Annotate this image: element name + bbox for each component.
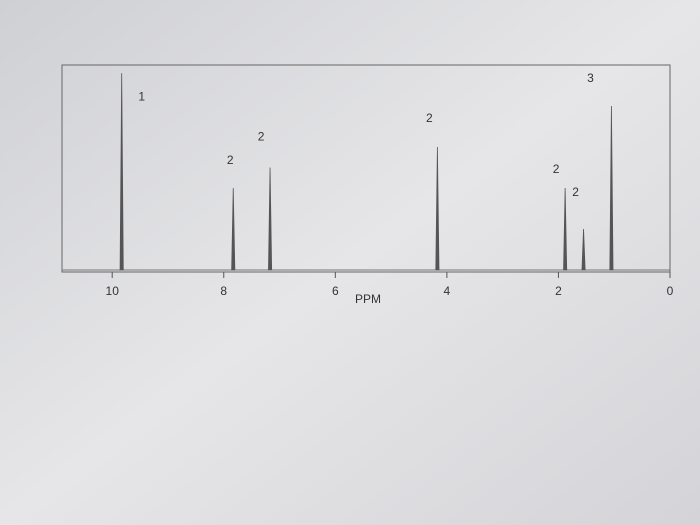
x-tick-label: 0 — [667, 284, 674, 298]
peak — [435, 146, 440, 271]
x-tick-label: 6 — [332, 284, 339, 298]
integration-label: 2 — [258, 130, 265, 144]
integration-label: 1 — [138, 89, 145, 103]
integration-label: 2 — [572, 185, 579, 199]
integration-label: 2 — [227, 153, 234, 167]
x-axis-label: PPM — [355, 292, 381, 306]
peak — [609, 105, 614, 271]
peak — [581, 228, 586, 271]
peak — [268, 167, 273, 271]
plot-frame — [61, 64, 671, 273]
x-tick-label: 10 — [106, 284, 120, 298]
integration-label: 2 — [426, 111, 433, 125]
peak — [231, 187, 236, 271]
peak — [563, 187, 568, 271]
integration-label: 3 — [587, 71, 594, 85]
peak — [119, 73, 124, 271]
x-tick-label: 8 — [220, 284, 227, 298]
integration-label: 2 — [553, 162, 560, 176]
x-tick-label: 2 — [555, 284, 562, 298]
x-tick-label: 4 — [444, 284, 451, 298]
